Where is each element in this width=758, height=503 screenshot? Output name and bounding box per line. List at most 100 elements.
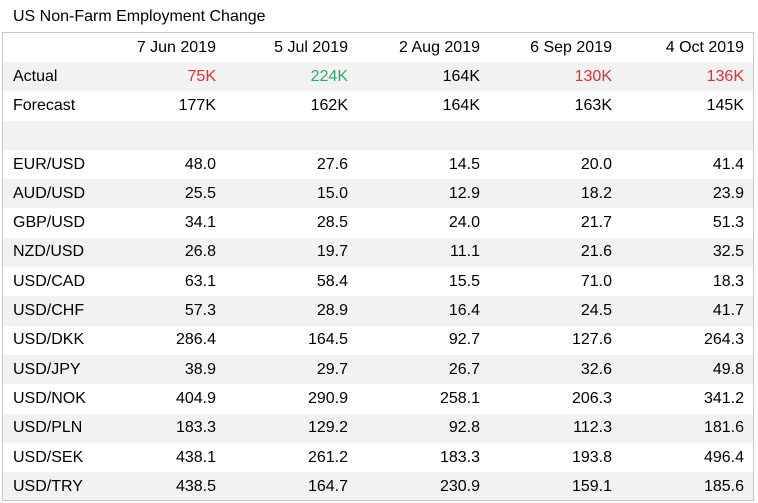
pair-value: 92.7 [448, 331, 480, 349]
pair-value: 28.9 [225, 296, 357, 326]
pair-value: 341.2 [703, 389, 744, 407]
header-row: 7 Jun 2019 5 Jul 2019 2 Aug 2019 6 Sep 2… [3, 33, 753, 62]
pair-label: USD/NOK [13, 389, 86, 407]
pair-row: EUR/USD 48.0 27.6 14.5 20.0 41.4 [3, 150, 753, 179]
spacer-cell [489, 120, 621, 150]
forecast-value: 163K [574, 96, 612, 114]
pair-value: 438.1 [175, 448, 216, 466]
forecast-value: 145K [706, 96, 744, 114]
pair-value: 14.5 [448, 155, 480, 173]
forecast-row: Forecast 177K 162K 164K 163K 145K [3, 91, 753, 120]
pair-value: 41.4 [712, 155, 744, 173]
pair-value: 185.6 [621, 472, 753, 500]
actual-value: 136K [621, 62, 753, 92]
actual-value: 224K [225, 62, 357, 92]
pair-row: USD/TRY 438.5 164.7 230.9 159.1 185.6 [3, 472, 753, 500]
pair-value: 438.5 [93, 472, 225, 500]
pair-label: USD/DKK [13, 331, 85, 349]
pair-value: 181.6 [621, 413, 753, 443]
spacer-cell [3, 120, 93, 150]
pair-label: USD/PLN [3, 413, 93, 443]
pair-value: 12.9 [357, 179, 489, 209]
forecast-value: 177K [178, 96, 216, 114]
spacer-cell [225, 120, 357, 150]
pair-value: 264.3 [703, 331, 744, 349]
pair-value: 57.3 [93, 296, 225, 326]
spacer-cell [357, 120, 489, 150]
pair-value: 21.7 [580, 214, 612, 232]
pair-value: 193.8 [571, 448, 612, 466]
pair-value: 258.1 [439, 389, 480, 407]
pair-value: 19.7 [225, 237, 357, 268]
pair-row: USD/CAD 63.1 58.4 15.5 71.0 18.3 [3, 267, 753, 296]
pair-value: 183.3 [93, 413, 225, 443]
pair-row: USD/PLN 183.3 129.2 92.8 112.3 181.6 [3, 413, 753, 443]
pair-value: 20.0 [580, 155, 612, 173]
pair-value: 21.6 [489, 237, 621, 268]
pair-value: 34.1 [184, 214, 216, 232]
pair-value: 127.6 [571, 331, 612, 349]
pair-value: 51.3 [712, 214, 744, 232]
table-title: US Non-Farm Employment Change [13, 8, 266, 25]
actual-value: 75K [93, 62, 225, 92]
pair-value: 24.0 [448, 214, 480, 232]
pair-value: 18.2 [489, 179, 621, 209]
spacer-cell [93, 120, 225, 150]
pair-value: 58.4 [316, 272, 348, 290]
pair-value: 15.0 [225, 179, 357, 209]
pair-value: 206.3 [571, 389, 612, 407]
pair-value: 11.1 [357, 237, 489, 268]
pair-row: GBP/USD 34.1 28.5 24.0 21.7 51.3 [3, 208, 753, 237]
pair-row: USD/NOK 404.9 290.9 258.1 206.3 341.2 [3, 384, 753, 413]
pair-label: USD/TRY [3, 472, 93, 500]
pair-value: 48.0 [184, 155, 216, 173]
pair-value: 164.5 [307, 331, 348, 349]
pair-value: 38.9 [93, 354, 225, 385]
actual-value: 130K [489, 62, 621, 92]
actual-value: 164K [357, 62, 489, 92]
pair-value: 24.5 [489, 296, 621, 326]
pair-row: USD/DKK 286.4 164.5 92.7 127.6 264.3 [3, 326, 753, 355]
nfp-table: 7 Jun 2019 5 Jul 2019 2 Aug 2019 6 Sep 2… [3, 33, 753, 500]
pair-label: AUD/USD [3, 179, 93, 209]
pair-value: 18.3 [712, 272, 744, 290]
pair-label: USD/SEK [13, 448, 84, 466]
pair-value: 41.7 [621, 296, 753, 326]
column-header: 5 Jul 2019 [274, 38, 348, 56]
pair-row: NZD/USD 26.8 19.7 11.1 21.6 32.5 [3, 237, 753, 268]
pair-value: 26.8 [93, 237, 225, 268]
pair-value: 286.4 [175, 331, 216, 349]
column-header: 6 Sep 2019 [530, 38, 612, 56]
pair-row: USD/SEK 438.1 261.2 183.3 193.8 496.4 [3, 443, 753, 472]
pair-value: 63.1 [184, 272, 216, 290]
pair-label: USD/CHF [3, 296, 93, 326]
pair-value: 26.7 [357, 354, 489, 385]
pair-value: 49.8 [621, 354, 753, 385]
data-table-frame: 7 Jun 2019 5 Jul 2019 2 Aug 2019 6 Sep 2… [2, 32, 754, 501]
pair-value: 32.6 [489, 354, 621, 385]
pair-value: 29.7 [225, 354, 357, 385]
pair-value: 92.8 [357, 413, 489, 443]
pair-value: 129.2 [225, 413, 357, 443]
pair-value: 164.7 [225, 472, 357, 500]
spacer-row [3, 120, 753, 150]
column-header: 4 Oct 2019 [665, 38, 744, 56]
pair-value: 23.9 [621, 179, 753, 209]
pair-value: 290.9 [307, 389, 348, 407]
pair-row: AUD/USD 25.5 15.0 12.9 18.2 23.9 [3, 179, 753, 209]
pair-value: 404.9 [175, 389, 216, 407]
pair-row: USD/JPY 38.9 29.7 26.7 32.6 49.8 [3, 354, 753, 385]
row-label: Actual [3, 62, 93, 92]
pair-value: 71.0 [580, 272, 612, 290]
pair-value: 28.5 [316, 214, 348, 232]
pair-value: 159.1 [489, 472, 621, 500]
pair-value: 183.3 [439, 448, 480, 466]
pair-label: GBP/USD [13, 214, 86, 232]
pair-value: 496.4 [703, 448, 744, 466]
forecast-value: 162K [310, 96, 348, 114]
forecast-value: 164K [442, 96, 480, 114]
pair-label: USD/CAD [13, 272, 86, 290]
column-header: 7 Jun 2019 [136, 38, 216, 56]
header-corner [3, 33, 93, 62]
column-header: 2 Aug 2019 [399, 38, 480, 56]
